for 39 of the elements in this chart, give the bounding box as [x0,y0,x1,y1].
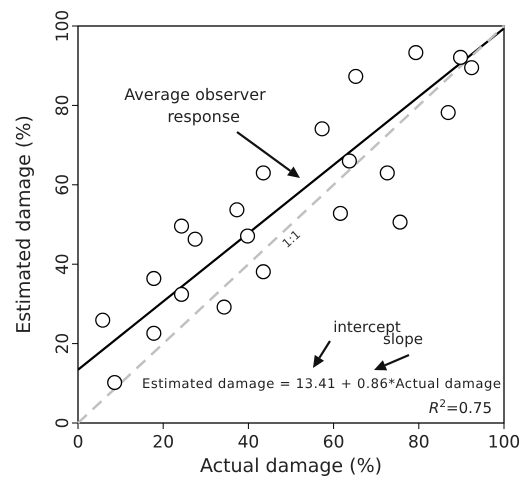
point [216,300,232,315]
y-tick-label: 0 [53,418,73,428]
point [174,286,190,302]
point [229,202,244,218]
point [174,218,190,234]
y-tick-label: 40 [53,253,73,276]
point [240,228,256,244]
x-axis-title: Actual damage (%) [200,455,382,477]
point [464,60,480,76]
point [440,105,456,120]
point [408,45,424,60]
annotation: R$^{2}$=0.75 [428,398,492,417]
point [348,68,364,84]
annotation: Average observer response [124,85,266,126]
point [146,326,162,341]
x-tick-label: 40 [238,432,260,452]
y-tick-label: 20 [53,332,73,354]
y-tick-label: 60 [53,174,73,196]
point [314,121,330,136]
point [256,165,271,180]
y-tick-label: 80 [53,94,73,116]
y-tick-label: 100 [53,10,73,42]
x-tick-label: 60 [322,432,344,452]
point [452,50,468,65]
x-tick-label: 100 [488,432,520,452]
point [107,374,122,390]
x-tick-label: 80 [408,432,430,452]
annotation: Estimated damage = 13.41 + 0.86*Actual damage [142,377,501,392]
point [392,214,408,230]
point [380,165,395,180]
point [342,153,357,169]
point [332,206,348,221]
point [146,270,162,286]
x-tick-label: 20 [152,432,174,452]
point [256,264,271,280]
y-axis-title: Estimated damage (%) [13,115,35,334]
point [188,232,203,247]
annotation: 1:1 [279,227,304,251]
point [95,312,110,328]
